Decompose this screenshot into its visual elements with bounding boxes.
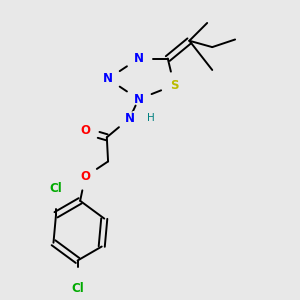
- Text: N: N: [125, 112, 135, 125]
- Text: O: O: [80, 124, 90, 137]
- Text: N: N: [134, 93, 144, 106]
- Text: S: S: [170, 79, 178, 92]
- Text: N: N: [132, 51, 145, 66]
- Text: Cl: Cl: [50, 182, 62, 195]
- Text: H: H: [147, 113, 155, 123]
- Text: N: N: [132, 92, 145, 107]
- Text: N: N: [103, 72, 113, 86]
- Text: O: O: [80, 170, 90, 183]
- Text: Cl: Cl: [48, 181, 64, 196]
- Text: N: N: [134, 52, 144, 65]
- Text: Cl: Cl: [70, 281, 86, 296]
- Text: N: N: [124, 111, 136, 126]
- Text: O: O: [79, 123, 92, 138]
- Text: H: H: [146, 112, 157, 125]
- Text: O: O: [79, 169, 92, 184]
- Text: N: N: [102, 71, 114, 86]
- Text: S: S: [169, 78, 179, 93]
- Text: Cl: Cl: [71, 282, 84, 295]
